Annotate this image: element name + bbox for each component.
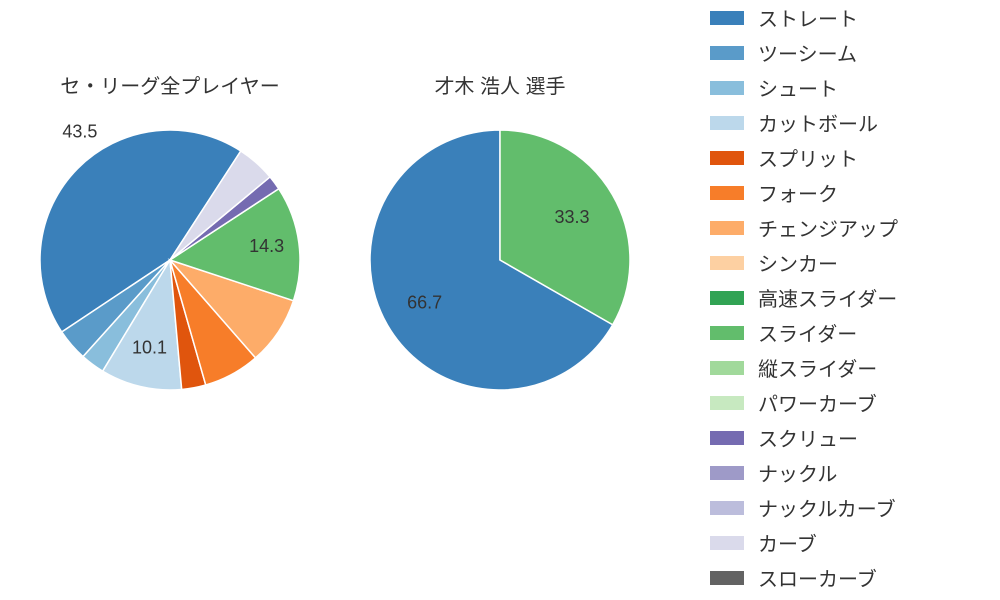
figure: セ・リーグ全プレイヤー43.510.114.3才木 浩人 選手66.733.3 …: [0, 0, 1000, 600]
legend-item-shoot: シュート: [710, 70, 1000, 105]
legend-label: ストレート: [758, 3, 858, 32]
legend-label: チェンジアップ: [758, 213, 898, 242]
legend-swatch: [710, 81, 744, 95]
legend-label: ナックル: [758, 458, 837, 487]
legend-swatch: [710, 431, 744, 445]
legend-swatch: [710, 396, 744, 410]
legend-label: カットボール: [758, 108, 878, 137]
legend-label: スプリット: [758, 143, 858, 172]
legend-item-fork: フォーク: [710, 175, 1000, 210]
legend-item-curve: カーブ: [710, 525, 1000, 560]
legend-item-screw: スクリュー: [710, 420, 1000, 455]
slice-label-slider: 33.3: [554, 207, 589, 227]
legend-item-straight: ストレート: [710, 0, 1000, 35]
legend-label: ツーシーム: [758, 38, 857, 67]
legend-swatch: [710, 186, 744, 200]
legend-item-sinker: シンカー: [710, 245, 1000, 280]
legend-label: カーブ: [758, 528, 817, 557]
legend-swatch: [710, 256, 744, 270]
legend-label: シュート: [758, 73, 838, 102]
legend-swatch: [710, 116, 744, 130]
legend-swatch: [710, 151, 744, 165]
legend-swatch: [710, 326, 744, 340]
legend-item-two_seam: ツーシーム: [710, 35, 1000, 70]
legend-label: スクリュー: [758, 423, 858, 452]
legend-label: スライダー: [758, 318, 857, 347]
charts-area: セ・リーグ全プレイヤー43.510.114.3才木 浩人 選手66.733.3: [0, 0, 680, 600]
legend-item-slider: スライダー: [710, 315, 1000, 350]
legend-label: パワーカーブ: [758, 388, 877, 417]
legend-label: スローカーブ: [758, 563, 877, 592]
legend-item-split: スプリット: [710, 140, 1000, 175]
legend-label: 高速スライダー: [758, 283, 897, 312]
legend-item-fast_slider: 高速スライダー: [710, 280, 1000, 315]
legend-swatch: [710, 221, 744, 235]
legend-label: フォーク: [758, 178, 838, 207]
slice-label-straight: 66.7: [407, 292, 442, 312]
legend-item-cutball: カットボール: [710, 105, 1000, 140]
legend: ストレートツーシームシュートカットボールスプリットフォークチェンジアップシンカー…: [700, 0, 1000, 600]
legend-label: 縦スライダー: [758, 353, 877, 382]
pie-chart-player: 才木 浩人 選手66.733.3: [0, 0, 680, 600]
legend-swatch: [710, 501, 744, 515]
legend-item-knuckle_curve: ナックルカーブ: [710, 490, 1000, 525]
legend-label: シンカー: [758, 248, 838, 277]
legend-swatch: [710, 466, 744, 480]
legend-item-v_slider: 縦スライダー: [710, 350, 1000, 385]
legend-swatch: [710, 571, 744, 585]
legend-item-power_curve: パワーカーブ: [710, 385, 1000, 420]
legend-label: ナックルカーブ: [758, 493, 896, 522]
legend-swatch: [710, 536, 744, 550]
legend-item-changeup: チェンジアップ: [710, 210, 1000, 245]
pie-svg: 66.7 33.3: [0, 0, 680, 600]
legend-item-knuckle: ナックル: [710, 455, 1000, 490]
legend-swatch: [710, 291, 744, 305]
legend-item-slow_curve: スローカーブ: [710, 560, 1000, 595]
legend-swatch: [710, 46, 744, 60]
legend-swatch: [710, 11, 744, 25]
legend-swatch: [710, 361, 744, 375]
